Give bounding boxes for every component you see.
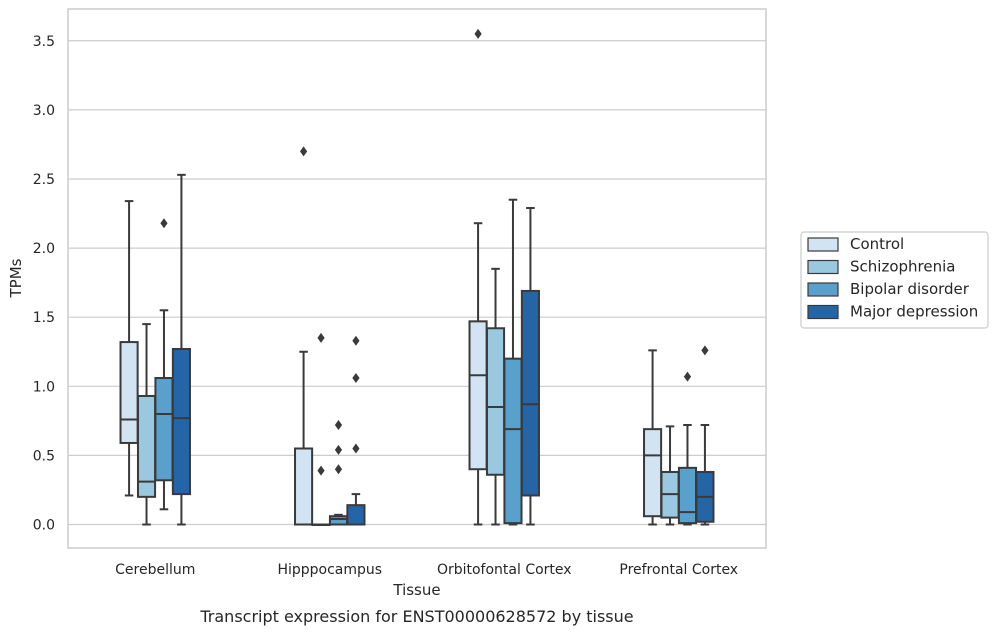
- outlier-point: [334, 444, 343, 455]
- x-tick-label: Orbitofontal Cortex: [437, 562, 572, 578]
- box-3-3: [695, 345, 715, 526]
- box-series: [119, 28, 715, 527]
- outlier-point: [352, 335, 360, 346]
- outlier-point: [334, 464, 343, 475]
- y-tick-label: 2.5: [33, 172, 55, 188]
- box-2-2: [503, 198, 523, 526]
- y-axis-label: TPMs: [7, 258, 25, 298]
- box-iqr: [520, 289, 540, 497]
- chart-caption: Transcript expression for ENST0000062857…: [199, 607, 633, 626]
- box-iqr: [154, 377, 174, 482]
- x-tick-label: Prefrontal Cortex: [619, 562, 738, 578]
- outlier-point: [683, 371, 692, 382]
- box-1-0: [294, 146, 314, 526]
- x-tick-labels: Cerebellum Hipppocampus Orbitofontal Corte…: [115, 562, 738, 578]
- box-2-1: [485, 267, 506, 526]
- box-iqr: [294, 447, 314, 526]
- y-tick-label: 1.0: [33, 379, 55, 395]
- outlier-point: [160, 218, 168, 229]
- x-axis-label: Tissue: [392, 581, 440, 599]
- box-iqr: [503, 357, 523, 525]
- box-iqr: [485, 327, 506, 476]
- box-2-3: [520, 207, 540, 526]
- legend-label: Bipolar disorder: [850, 280, 970, 298]
- y-tick-label: 1.5: [33, 310, 55, 326]
- box-0-0: [119, 200, 139, 497]
- legend-label: Control: [850, 235, 904, 253]
- legend-swatch: [807, 237, 839, 252]
- y-tick-label: 0.0: [33, 518, 55, 534]
- y-tick-label: 3.0: [33, 103, 55, 119]
- x-tick-label: Cerebellum: [115, 562, 195, 578]
- legend-frame: [800, 231, 989, 329]
- y-tick-labels: 0.0 0.5 1.0 1.5 2.0 2.5 3.0 3.5: [33, 34, 55, 534]
- box-1-1: [311, 332, 331, 527]
- legend-swatch: [807, 282, 839, 297]
- outlier-point: [334, 419, 343, 430]
- box-iqr: [119, 341, 139, 444]
- box-3-1: [660, 425, 680, 526]
- legend-swatch: [807, 304, 839, 320]
- y-tick-label: 2.0: [33, 241, 55, 257]
- plot-frame: [67, 8, 767, 549]
- box-iqr: [328, 515, 349, 526]
- box-0-2: [154, 218, 174, 511]
- outlier-point: [317, 465, 325, 476]
- outlier-point: [352, 373, 360, 384]
- box-3-2: [677, 371, 698, 526]
- box-0-3: [171, 173, 191, 526]
- outlier-point: [317, 332, 325, 343]
- legend-label: Major depression: [850, 303, 978, 321]
- box-0-1: [136, 323, 157, 526]
- outlier-point: [299, 146, 308, 157]
- box-iqr: [468, 320, 488, 471]
- y-tick-label: 0.5: [33, 448, 55, 464]
- box-iqr: [677, 466, 698, 525]
- y-tick-label: 3.5: [33, 34, 55, 50]
- outlier-point: [701, 345, 709, 356]
- box-iqr: [643, 428, 663, 518]
- outlier-point: [352, 443, 360, 454]
- box-iqr: [346, 504, 366, 526]
- box-1-3: [346, 335, 366, 526]
- legend-swatch: [807, 259, 839, 275]
- legend-label: Schizophrenia: [850, 258, 955, 276]
- box-iqr: [171, 347, 191, 496]
- x-tick-label: Hipppocampus: [277, 562, 382, 578]
- outlier-point: [474, 28, 482, 39]
- legend: Control Schizophrenia Bipolar disorder Majo…: [800, 231, 989, 329]
